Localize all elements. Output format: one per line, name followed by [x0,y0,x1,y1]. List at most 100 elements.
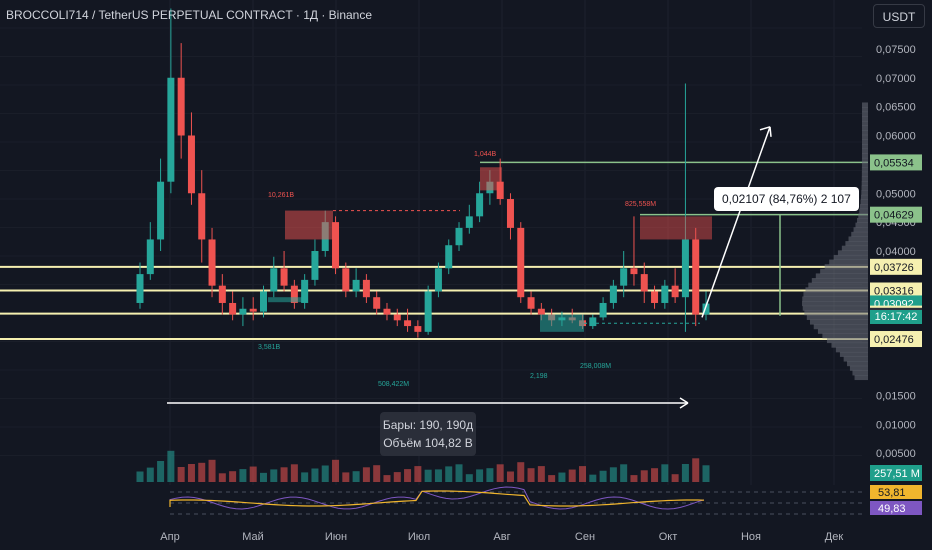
volume-profile-bar [808,282,868,288]
volume-profile-bar [857,217,868,223]
horizontal-levels [0,161,868,341]
candle-body [671,285,679,298]
supply-zone [640,216,712,240]
candle-body [311,251,319,280]
candle-body [393,314,401,321]
volume-profile-bar [861,144,868,150]
volume-bar [404,469,412,482]
volume-bar [239,469,247,482]
volume-profile-bar [861,176,868,182]
volume-profile-bar [861,157,868,163]
price-label-box [870,154,922,171]
month-label: Авг [493,531,510,543]
price-tick: 0,07000 [876,73,916,85]
bar-countdown: 16:17:42 [870,310,922,324]
volume-profile-bar [804,310,868,316]
volume-bar [290,464,298,482]
price-label-box [870,206,922,223]
volume-bar [465,474,473,482]
volume-profile-bar [803,291,868,297]
measure-label: 0,02107 (84,76%) 2 107 [714,187,859,211]
candle-body [599,302,607,318]
candle-body [157,181,165,240]
volume-bar [373,465,381,482]
volume-bar [198,462,206,482]
volume-bar [609,467,617,482]
annotation-label: 825,558M [625,201,656,208]
volume-profile-bar [839,351,868,357]
volume-bar [589,474,597,482]
volume-bar [702,465,710,482]
currency-button[interactable]: USDT [873,4,925,28]
candle-body [239,308,247,315]
rsi-label-box [870,501,922,515]
candle-body [414,326,422,332]
price-tick: 0,01500 [876,390,916,402]
volume-profile-bar [835,347,868,353]
price-label-box [870,331,922,348]
price-axis: 0,075000,070000,065000,060000,050000,045… [870,44,922,515]
volume-bar [146,467,154,482]
volume-profile-bar [861,185,868,191]
candle-body [661,285,669,303]
candle-body [506,199,514,228]
rsi-pane [0,485,862,518]
month-label: Сен [575,531,595,543]
volume-profile-bar [861,181,868,187]
projection-arrow [701,126,771,318]
annotation-label: 1,044B [474,151,497,158]
volume-bar [383,475,391,482]
annotation-label: 258,008M [580,363,611,370]
volume-bars [136,450,710,482]
volume-bar [136,471,144,482]
candle-body [198,193,206,240]
candle-body [362,279,370,298]
volume-bar [599,470,607,482]
volume-profile-bar [802,296,868,302]
volume-label-box [870,465,922,481]
volume-profile-bar [811,278,868,284]
month-label: Ноя [741,531,761,543]
volume-bar [496,464,504,482]
volume-profile-bar [820,268,868,274]
volume-profile-bar [861,153,868,159]
volume-profile-bar [853,227,868,233]
candle-body [465,216,473,228]
volume-bar [208,459,216,482]
volume-bar [692,458,700,482]
volume-bar [527,468,535,482]
volume-bar [517,462,525,482]
volume-bar [259,472,267,482]
candle-body [218,285,226,303]
candle-body [290,285,298,303]
candle-body [167,77,175,182]
rsi-label-box [870,485,922,499]
volume-profile-bar [851,231,868,237]
price-tick: 0,01000 [876,419,916,431]
price-label: 0,03726 [874,262,914,274]
volume-bar [332,459,340,482]
volume-profile-bar [826,338,868,344]
volume-profile-bar [855,222,868,228]
time-axis: Апр Май Июн Июл Авг Сен Окт Ноя Дек [160,531,843,543]
volume-bar [506,471,514,482]
volume-bar [671,474,679,482]
volume-bar [352,471,360,482]
volume-bar [362,467,370,482]
volume-bar [548,475,556,482]
volume-bar [434,469,442,482]
arrow-head [759,126,772,137]
candle-body [208,239,216,286]
volume-profile-bar [805,287,868,293]
volume-profile-bar [861,190,868,196]
price-label: 0,04629 [874,210,914,222]
volume-profile-bar [861,130,868,136]
volume-bar [424,469,432,482]
candle-body [332,222,340,269]
volume-bar [661,464,669,482]
candles [136,8,868,381]
volume-profile-bar [802,301,868,307]
price-label-box [870,282,922,299]
candle-body [692,239,700,315]
